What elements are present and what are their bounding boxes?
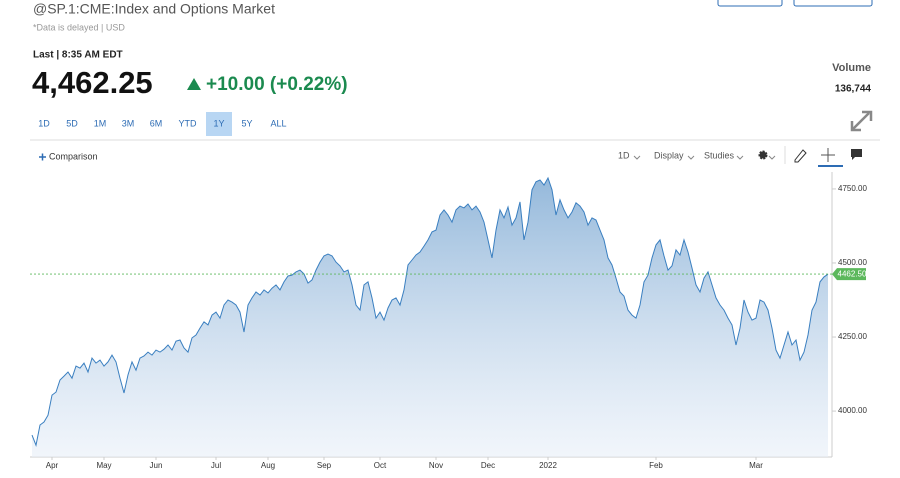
range-selected: [206, 112, 232, 136]
x-tick-label: Dec: [481, 461, 495, 470]
volume-label: Volume: [832, 62, 871, 74]
range-button[interactable]: ALL: [270, 118, 286, 128]
area: [32, 178, 828, 457]
x-tick-label: Aug: [261, 461, 275, 470]
y-tick-label: 4500.00: [838, 258, 867, 267]
interval-button[interactable]: 1D: [618, 150, 630, 160]
range-button[interactable]: 6M: [150, 118, 163, 128]
subtitle: *Data is delayed | USD: [33, 22, 125, 32]
draw-icon[interactable]: [794, 149, 807, 163]
range-button[interactable]: 1D: [38, 118, 50, 128]
top-button[interactable]: [717, 0, 783, 7]
y-tick-label: 4000.00: [838, 406, 867, 415]
range-selector: 1D 5D 1M 3M 6M YTD 1Y 5Y ALL: [38, 112, 287, 136]
x-tick-label: Apr: [46, 461, 59, 470]
y-tick-label: 4250.00: [838, 332, 867, 341]
settings-icon[interactable]: [758, 150, 768, 160]
range-button[interactable]: 1M: [94, 118, 107, 128]
range-button[interactable]: 5Y: [241, 118, 252, 128]
range-button[interactable]: YTD: [179, 118, 198, 128]
last-time: Last | 8:35 AM EDT: [33, 50, 123, 61]
last-price-tag: [832, 268, 866, 281]
display-button[interactable]: Display: [654, 150, 684, 160]
plot: 4000.00 4250.00 4500.00 4750.00 Apr May Jun Jul…: [30, 176, 867, 470]
x-tick-label: Oct: [374, 461, 387, 470]
page-title: @SP.1:CME:Index and Options Market: [33, 1, 275, 17]
x-tick-label: May: [96, 461, 111, 470]
comment-icon[interactable]: [851, 149, 862, 160]
range-button[interactable]: 5D: [66, 118, 78, 128]
crosshair-icon[interactable]: [821, 148, 835, 162]
plus-icon[interactable]: [39, 153, 46, 161]
chevrons: [633, 155, 776, 160]
x-tick-label: Mar: [749, 461, 763, 470]
price-change: +10.00 (+0.22%): [206, 74, 348, 95]
expand-icon[interactable]: [850, 110, 873, 132]
comparison-button[interactable]: Comparison: [49, 151, 98, 161]
x-tick-label: Jun: [150, 461, 163, 470]
x-tick-label: 2022: [539, 461, 557, 470]
x-tick-label: Nov: [429, 461, 443, 470]
y-tick-label: 4750.00: [838, 184, 867, 193]
last-price-label: 4462.50: [838, 270, 867, 279]
top-button[interactable]: [793, 0, 873, 7]
x-tick-label: Jul: [211, 461, 221, 470]
up-arrow: [187, 78, 201, 90]
price: 4,462.25: [32, 65, 153, 100]
range-button[interactable]: 1Y: [213, 118, 224, 128]
x-tick-label: Feb: [649, 461, 663, 470]
price-line: [31, 176, 829, 447]
range-button[interactable]: 3M: [122, 118, 135, 128]
studies-button[interactable]: Studies: [704, 150, 735, 160]
volume: 136,744: [835, 84, 872, 95]
x-tick-label: Sep: [317, 461, 332, 470]
